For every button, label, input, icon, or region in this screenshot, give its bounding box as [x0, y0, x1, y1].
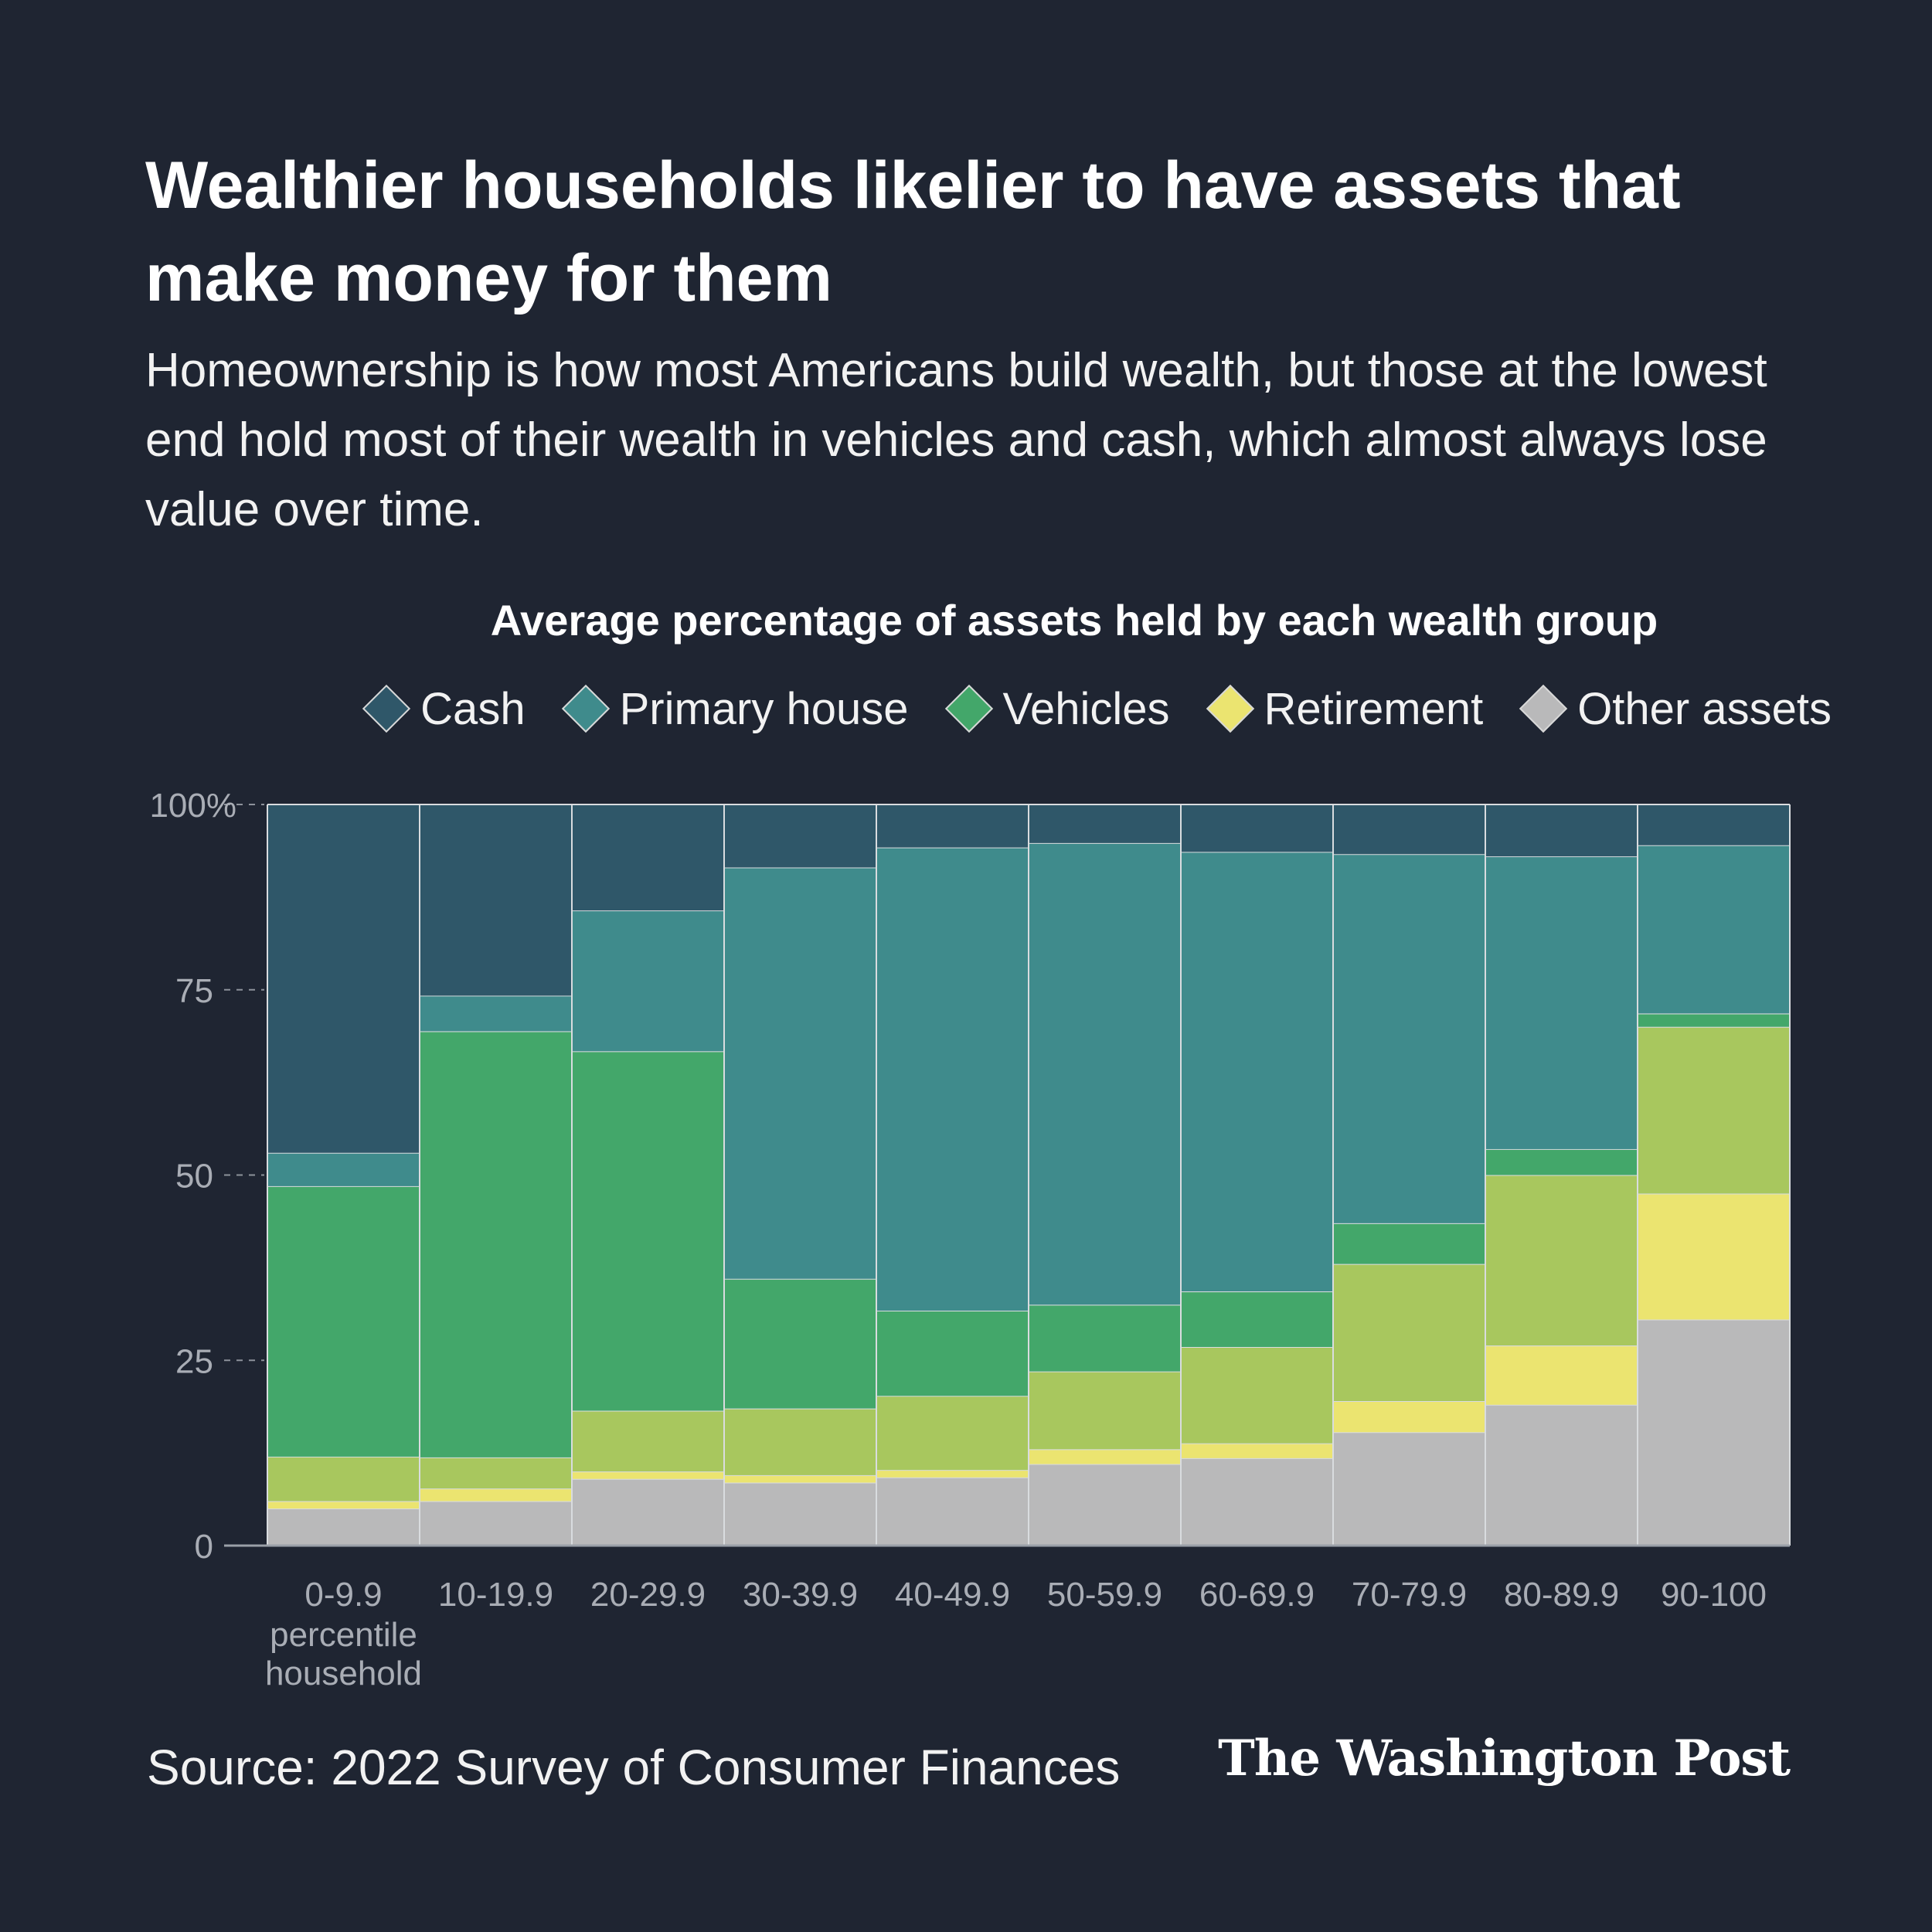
bar-segment — [572, 1410, 724, 1472]
washington-post-logo: The Washington Post — [1218, 1730, 1791, 1787]
y-tick-label: 75 — [175, 972, 213, 1010]
bar-segment — [1333, 804, 1485, 855]
legend-item-retirement: Retirement — [1206, 683, 1484, 735]
bar-segment — [876, 804, 1029, 848]
bar-segment — [876, 1477, 1029, 1546]
y-tick-label: 0 — [195, 1528, 213, 1566]
x-tick-label: 80-89.9 — [1504, 1576, 1619, 1614]
bar-segment — [267, 1501, 420, 1509]
bar-segment — [724, 1475, 876, 1483]
bar-segment — [420, 1501, 572, 1546]
bar-segment — [724, 1482, 876, 1546]
x-tick-label: 90-100 — [1661, 1576, 1767, 1614]
bar-segment — [1181, 804, 1333, 852]
x-tick-label: 10-19.9 — [438, 1576, 553, 1614]
bar-segment — [1485, 1404, 1638, 1546]
bar-segment — [267, 1509, 420, 1546]
bar-segment — [420, 1031, 572, 1458]
bar-segment — [1638, 845, 1790, 1014]
x-tick-label: 40-49.9 — [895, 1576, 1010, 1614]
bar-segment — [876, 1310, 1029, 1396]
y-tick-label: 25 — [175, 1342, 213, 1380]
legend-label-other-assets: Other assets — [1577, 683, 1832, 734]
bar-segment — [1638, 1026, 1790, 1194]
bar-segment — [724, 804, 876, 868]
bar-segment — [1333, 1400, 1485, 1433]
bar-segment — [1029, 804, 1181, 843]
bar-segment — [267, 804, 420, 1153]
x-tick-label: 50-59.9 — [1047, 1576, 1162, 1614]
bar-segment — [1333, 1432, 1485, 1546]
legend-item-cash: Cash — [362, 683, 526, 735]
bar-segment — [572, 910, 724, 1052]
x-axis-note: household — [265, 1655, 422, 1692]
bar-segment — [724, 1278, 876, 1409]
x-tick-label: 60-69.9 — [1199, 1576, 1315, 1614]
bar-segment — [1333, 1223, 1485, 1264]
x-axis-note: percentile — [270, 1616, 417, 1654]
bar-segment — [1485, 1175, 1638, 1346]
bar-segment — [1029, 842, 1181, 1305]
y-tick-label: 50 — [175, 1158, 213, 1196]
x-tick-label: 20-29.9 — [590, 1576, 706, 1614]
bar-segment — [1485, 856, 1638, 1149]
chart-subtitle: Homeownership is how most Americans buil… — [145, 344, 1767, 536]
bar-segment — [1485, 1148, 1638, 1175]
legend-label-retirement: Retirement — [1264, 683, 1484, 734]
bar-segment — [1333, 1264, 1485, 1401]
bar-segment — [1333, 854, 1485, 1223]
bar-segment — [267, 1185, 420, 1457]
bar-segment — [876, 1396, 1029, 1471]
bar-segment — [1485, 1345, 1638, 1405]
bar-segment — [572, 1471, 724, 1479]
bar-segment — [420, 995, 572, 1032]
bar-segment — [267, 1152, 420, 1186]
bar-segment — [1181, 1458, 1333, 1546]
stacked-bar-chart: 0 25 50 75 100% 0-9.9 10-19.9 20-29.9 30-39.9 40-… — [149, 787, 1791, 1692]
chart-headline: Wealthier households likelier to have as… — [145, 148, 1681, 315]
x-tick-label: 0-9.9 — [304, 1576, 382, 1614]
legend-label-cash: Cash — [420, 683, 526, 734]
y-tick-label: 100% — [149, 787, 236, 825]
bar-segment — [1485, 804, 1638, 857]
bar-segment — [420, 1488, 572, 1502]
bar-segment — [267, 1456, 420, 1502]
bar-segment — [420, 1457, 572, 1489]
legend-item-vehicles: Vehicles — [944, 683, 1170, 735]
legend-item-primary-house: Primary house — [561, 683, 909, 735]
legend: Cash Primary house Vehicles Retirement O… — [263, 674, 1832, 743]
bar-segment — [572, 804, 724, 911]
x-tick-label: 30-39.9 — [743, 1576, 858, 1614]
bar-segment — [420, 804, 572, 996]
bar-segment — [724, 1408, 876, 1475]
legend-label-vehicles: Vehicles — [1002, 683, 1170, 734]
bar-segment — [1029, 1304, 1181, 1372]
bar-segment — [724, 867, 876, 1279]
x-tick-label: 70-79.9 — [1352, 1576, 1467, 1614]
chart-title: Average percentage of assets held by eac… — [490, 596, 1658, 645]
legend-label-primary-house: Primary house — [619, 683, 909, 734]
legend-item-other-assets: Other assets — [1519, 683, 1832, 735]
bar-segment — [572, 1478, 724, 1546]
bar-segment — [876, 1470, 1029, 1478]
bar-segment — [876, 847, 1029, 1311]
bar-segment — [1029, 1464, 1181, 1546]
bar-segment — [1638, 1193, 1790, 1320]
bar-segment — [1181, 852, 1333, 1292]
bar-segment — [1638, 1319, 1790, 1546]
bar-segment — [1181, 1291, 1333, 1347]
bar-segment — [1638, 804, 1790, 845]
bar-segment — [1181, 1346, 1333, 1444]
bar-segment — [572, 1051, 724, 1411]
bar-segment — [1029, 1449, 1181, 1464]
bar-segment — [1181, 1443, 1333, 1458]
bar-segment — [1638, 1013, 1790, 1027]
source-note: Source: 2022 Survey of Consumer Finances — [147, 1740, 1121, 1795]
bar-segment — [1029, 1371, 1181, 1450]
